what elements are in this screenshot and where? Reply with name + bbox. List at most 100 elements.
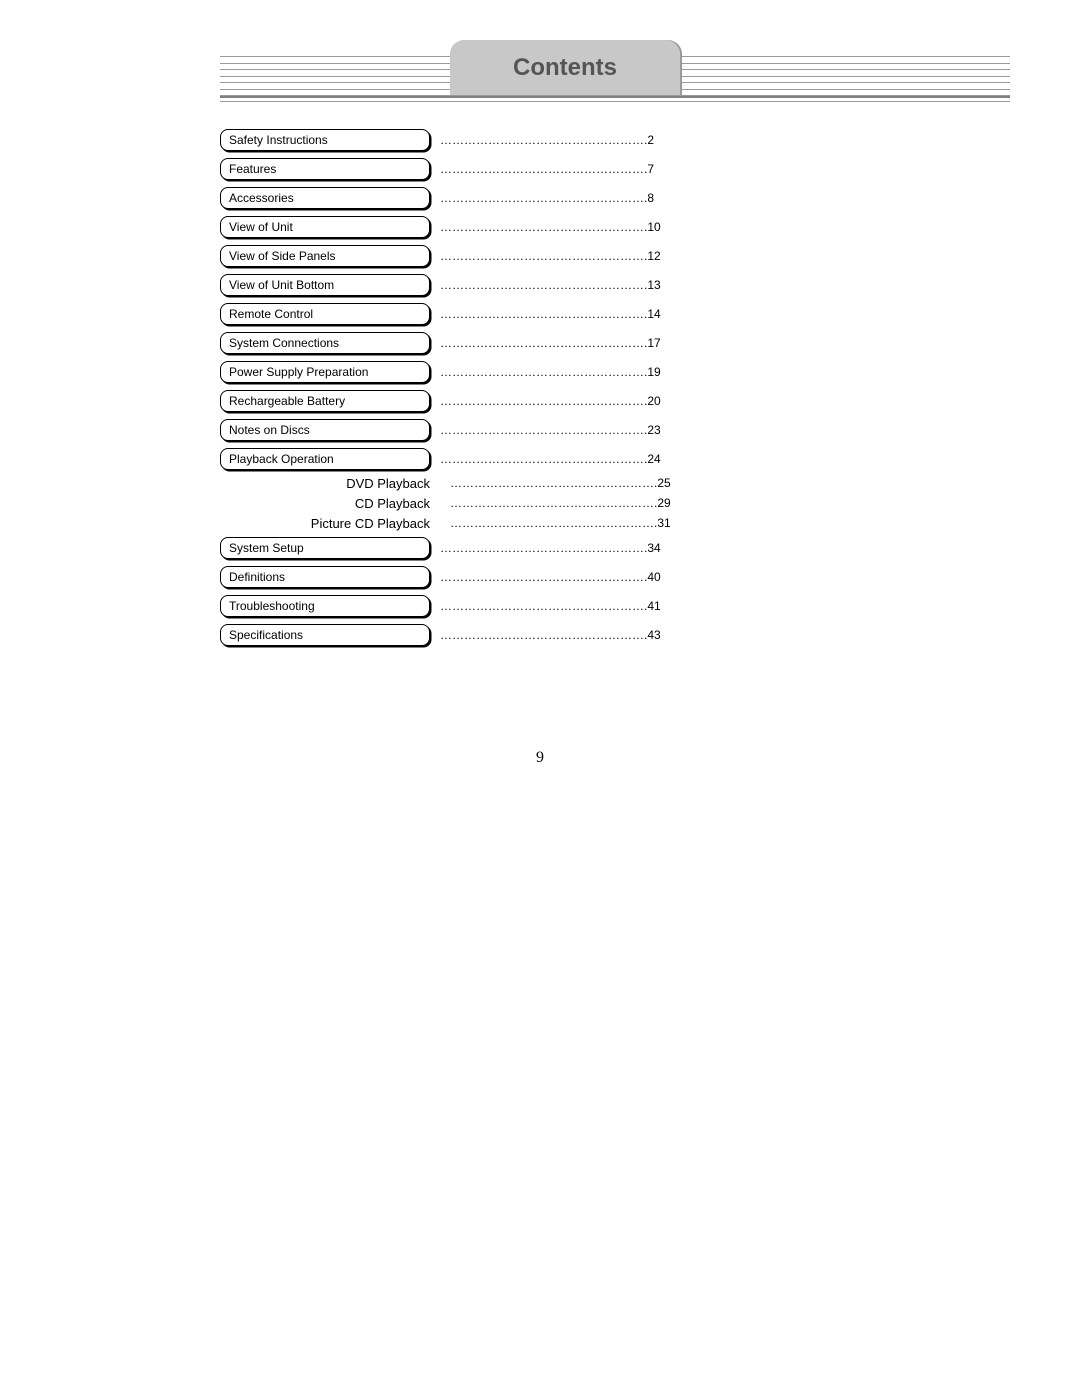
toc-row: System Connections …………………………………………….17 xyxy=(220,328,700,357)
toc-entry-box: View of Side Panels xyxy=(220,245,430,267)
toc-entry-label: Power Supply Preparation xyxy=(229,365,368,379)
toc-leader-text: …………………………………………….2 xyxy=(440,133,654,147)
toc-leader-text: …………………………………………….24 xyxy=(440,452,661,466)
toc-row: Power Supply Preparation …………………………………………… xyxy=(220,357,700,386)
toc-entry-box: Specifications xyxy=(220,624,430,646)
header: Contents xyxy=(220,40,1010,105)
toc-leader-text: …………………………………………….20 xyxy=(440,394,661,408)
toc-leader-text: …………………………………………….7 xyxy=(440,162,654,176)
toc-leader-text: …………………………………………….43 xyxy=(440,628,661,642)
toc-row: Safety Instructions …………………………………………….2 xyxy=(220,125,700,154)
toc-subentry-label: Picture CD Playback xyxy=(220,516,440,531)
toc-leader-text: …………………………………………….40 xyxy=(440,570,661,584)
toc-entry-label: System Connections xyxy=(229,336,339,350)
toc-entry-box: Power Supply Preparation xyxy=(220,361,430,383)
toc-leader-text: …………………………………………….10 xyxy=(440,220,661,234)
toc-row: Playback Operation …………………………………………….24 xyxy=(220,444,700,473)
toc-entry-label: Notes on Discs xyxy=(229,423,310,437)
toc-entry-label: Safety Instructions xyxy=(229,133,328,147)
toc-entry-box: Remote Control xyxy=(220,303,430,325)
toc-entry-box: View of Unit Bottom xyxy=(220,274,430,296)
toc-leader: …………………………………………….7 xyxy=(440,162,700,176)
toc-leader-text: …………………………………………….14 xyxy=(440,307,661,321)
toc-leader: …………………………………………….29 xyxy=(450,496,700,510)
toc-row: Accessories …………………………………………….8 xyxy=(220,183,700,212)
toc-entry-box: Notes on Discs xyxy=(220,419,430,441)
toc-leader: …………………………………………….20 xyxy=(440,394,700,408)
toc-entry-label: Troubleshooting xyxy=(229,599,315,613)
toc-leader: …………………………………………….31 xyxy=(450,516,700,530)
page-container: Contents Safety Instructions ………………………………… xyxy=(0,0,1080,1397)
toc-row: Rechargeable Battery …………………………………………….20 xyxy=(220,386,700,415)
toc-leader: …………………………………………….34 xyxy=(440,541,700,555)
toc-leader-text: …………………………………………….13 xyxy=(440,278,661,292)
toc-row: View of Side Panels …………………………………………….12 xyxy=(220,241,700,270)
toc-entry-label: Accessories xyxy=(229,191,294,205)
toc-leader: …………………………………………….19 xyxy=(440,365,700,379)
table-of-contents: Safety Instructions …………………………………………….2 Fe… xyxy=(220,125,700,649)
header-underline-thick xyxy=(220,96,1010,98)
toc-leader: …………………………………………….40 xyxy=(440,570,700,584)
toc-entry-label: System Setup xyxy=(229,541,304,555)
toc-row: View of Unit Bottom …………………………………………….13 xyxy=(220,270,700,299)
toc-entry-label: View of Unit Bottom xyxy=(229,278,334,292)
toc-entry-box: Accessories xyxy=(220,187,430,209)
toc-leader-text: …………………………………………….8 xyxy=(440,191,654,205)
toc-leader-text: …………………………………………….17 xyxy=(440,336,661,350)
toc-leader: …………………………………………….13 xyxy=(440,278,700,292)
toc-entry-box: Definitions xyxy=(220,566,430,588)
toc-leader: …………………………………………….41 xyxy=(440,599,700,613)
toc-row: DVD Playback …………………………………………….25 xyxy=(220,473,700,493)
toc-subentry-label: CD Playback xyxy=(220,496,440,511)
toc-row: Picture CD Playback …………………………………………….31 xyxy=(220,513,700,533)
toc-leader: …………………………………………….10 xyxy=(440,220,700,234)
toc-entry-box: View of Unit xyxy=(220,216,430,238)
toc-leader: …………………………………………….43 xyxy=(440,628,700,642)
toc-leader: …………………………………………….23 xyxy=(440,423,700,437)
toc-row: View of Unit …………………………………………….10 xyxy=(220,212,700,241)
toc-subentry-label: DVD Playback xyxy=(220,476,440,491)
toc-entry-label: Specifications xyxy=(229,628,303,642)
toc-leader-text: …………………………………………….12 xyxy=(440,249,661,263)
toc-entry-label: View of Unit xyxy=(229,220,293,234)
toc-entry-box: System Connections xyxy=(220,332,430,354)
toc-row: Notes on Discs …………………………………………….23 xyxy=(220,415,700,444)
toc-entry-label: Definitions xyxy=(229,570,285,584)
toc-leader: …………………………………………….25 xyxy=(450,476,700,490)
toc-leader: …………………………………………….2 xyxy=(440,133,700,147)
toc-leader-text: …………………………………………….29 xyxy=(450,496,671,510)
toc-entry-label: View of Side Panels xyxy=(229,249,336,263)
toc-leader-text: …………………………………………….19 xyxy=(440,365,661,379)
toc-row: Definitions …………………………………………….40 xyxy=(220,562,700,591)
toc-entry-box: System Setup xyxy=(220,537,430,559)
toc-entry-box: Safety Instructions xyxy=(220,129,430,151)
toc-leader: …………………………………………….8 xyxy=(440,191,700,205)
toc-leader: …………………………………………….24 xyxy=(440,452,700,466)
header-tab: Contents xyxy=(450,40,680,95)
toc-leader: …………………………………………….14 xyxy=(440,307,700,321)
toc-leader: …………………………………………….12 xyxy=(440,249,700,263)
toc-row: Features …………………………………………….7 xyxy=(220,154,700,183)
toc-entry-box: Rechargeable Battery xyxy=(220,390,430,412)
toc-entry-box: Features xyxy=(220,158,430,180)
toc-row: Specifications …………………………………………….43 xyxy=(220,620,700,649)
toc-entry-label: Playback Operation xyxy=(229,452,334,466)
toc-entry-box: Troubleshooting xyxy=(220,595,430,617)
toc-row: Troubleshooting …………………………………………….41 xyxy=(220,591,700,620)
toc-leader-text: …………………………………………….31 xyxy=(450,516,671,530)
toc-entry-label: Features xyxy=(229,162,276,176)
toc-entry-box: Playback Operation xyxy=(220,448,430,470)
toc-leader-text: …………………………………………….34 xyxy=(440,541,661,555)
toc-entry-label: Rechargeable Battery xyxy=(229,394,345,408)
toc-entry-label: Remote Control xyxy=(229,307,313,321)
toc-row: Remote Control …………………………………………….14 xyxy=(220,299,700,328)
page-number: 9 xyxy=(0,749,1080,767)
toc-leader-text: …………………………………………….25 xyxy=(450,476,671,490)
header-underline-thin xyxy=(220,101,1010,102)
toc-leader-text: …………………………………………….41 xyxy=(440,599,661,613)
toc-leader-text: …………………………………………….23 xyxy=(440,423,661,437)
toc-row: CD Playback …………………………………………….29 xyxy=(220,493,700,513)
toc-row: System Setup …………………………………………….34 xyxy=(220,533,700,562)
header-title: Contents xyxy=(513,54,617,82)
toc-leader: …………………………………………….17 xyxy=(440,336,700,350)
